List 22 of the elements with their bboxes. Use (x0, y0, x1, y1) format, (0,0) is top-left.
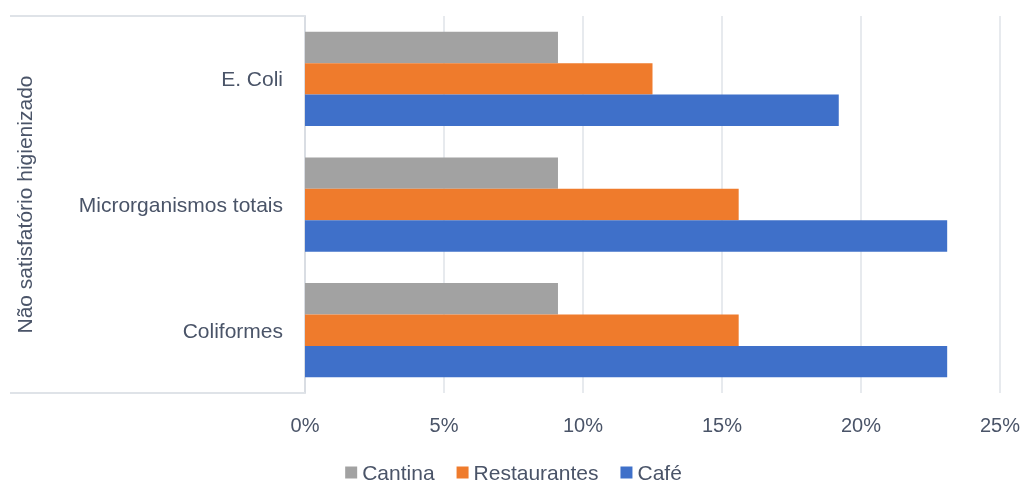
bar (305, 31, 558, 64)
bar (305, 157, 558, 189)
bar (305, 94, 839, 126)
y-axis-title: Não satisfatório higienizado (13, 75, 36, 334)
legend-label: Cantina (362, 461, 435, 484)
x-tick-label: 15% (701, 414, 743, 436)
x-tick-label: 5% (429, 414, 459, 436)
y-tick-label: Microrganismos totais (78, 193, 283, 216)
bar (305, 63, 653, 95)
bar (305, 188, 739, 221)
y-tick-label: Coliformes (182, 318, 283, 342)
x-tick-label: 10% (562, 414, 604, 436)
bar (305, 220, 948, 252)
y-tick-label: E. Coli (221, 67, 283, 91)
bar (305, 314, 739, 346)
x-tick-label: 0% (290, 414, 320, 436)
legend-label: Restaurantes (473, 461, 599, 484)
bar (305, 283, 558, 315)
x-tick-label: 20% (840, 414, 882, 436)
legend-label: Café (637, 461, 682, 484)
x-tick-label: 25% (979, 414, 1021, 436)
bar (305, 345, 948, 378)
